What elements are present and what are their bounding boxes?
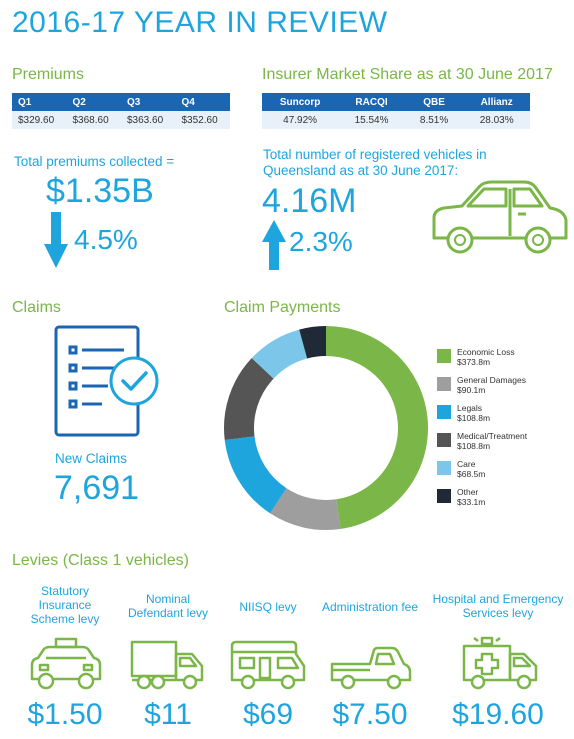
legend-swatch: [437, 433, 451, 447]
legend-value: $108.8m: [457, 413, 491, 423]
market-share-value: 28.03%: [463, 111, 530, 129]
donut-slice-medical-treatment: [224, 358, 274, 440]
vehicles-label: Total number of registered vehicles in Q…: [263, 147, 487, 178]
donut-slice-other: [299, 326, 326, 359]
legend-swatch: [437, 405, 451, 419]
levy-label: NIISQ levy: [239, 600, 297, 614]
legend-value: $108.8m: [457, 441, 491, 451]
ambulance-icon: [462, 636, 538, 690]
premium-value: $352.60: [175, 111, 230, 129]
market-share-heading: Insurer Market Share as at 30 June 2017: [262, 66, 553, 83]
market-share-value: 47.92%: [262, 111, 339, 129]
levy-amount: $7.50: [332, 698, 408, 731]
market-share-header-row: Suncorp RACQI QBE Allianz: [262, 93, 530, 111]
market-share-table: Suncorp RACQI QBE Allianz 47.92% 15.54% …: [262, 93, 530, 129]
insurer-header: RACQI: [338, 93, 405, 111]
claim-payments-donut: [224, 326, 429, 530]
levy-label: Administration fee: [321, 600, 419, 614]
legend-swatch: [437, 349, 451, 363]
quarter-header: Q2: [66, 93, 121, 111]
legend-swatch: [437, 461, 451, 475]
legend-swatch: [437, 377, 451, 391]
new-claims-value: 7,691: [54, 469, 140, 507]
premiums-change: 4.5%: [74, 224, 138, 255]
levy-amount: $1.50: [27, 698, 103, 731]
legend-label: Economic Loss: [457, 347, 515, 357]
levy-label: Statutory Insurance Scheme levy: [30, 584, 100, 626]
checklist-icon: [54, 325, 159, 437]
new-claims-label: New Claims: [55, 451, 128, 466]
total-premiums-value: $1.35B: [46, 172, 154, 210]
arrow-up-icon: [262, 220, 286, 270]
donut-slice-economic-loss: [326, 326, 429, 529]
quarter-header: Q3: [121, 93, 176, 111]
total-premiums-label: Total premiums collected =: [14, 154, 175, 169]
legend-label: Other: [457, 487, 479, 497]
page-title: 2016-17 YEAR IN REVIEW: [12, 6, 388, 39]
vehicles-change: 2.3%: [289, 226, 353, 257]
insurer-header: Allianz: [463, 93, 530, 111]
donut-slice-general-damages: [270, 488, 341, 530]
truck-icon: [130, 640, 204, 690]
insurer-header: Suncorp: [262, 93, 339, 111]
levy-amount: $19.60: [452, 698, 544, 731]
levies-heading: Levies (Class 1 vehicles): [12, 552, 189, 569]
premiums-value-row: $329.60 $368.60 $363.60 $352.60: [12, 111, 230, 129]
insurer-header: QBE: [404, 93, 464, 111]
legend-swatch: [437, 489, 451, 503]
premiums-header-row: Q1 Q2 Q3 Q4: [12, 93, 230, 111]
vehicles-value: 4.16M: [262, 182, 357, 220]
legend-value: $90.1m: [457, 385, 486, 395]
legend-value: $373.8m: [457, 357, 491, 367]
legend-label: Care: [457, 459, 476, 469]
car-icon: [432, 180, 568, 254]
arrow-down-icon: [44, 212, 68, 268]
premiums-table: Q1 Q2 Q3 Q4 $329.60 $368.60 $363.60 $352…: [12, 93, 230, 129]
premiums-heading: Premiums: [12, 66, 85, 83]
claims-heading: Claims: [12, 299, 61, 316]
premium-value: $368.60: [66, 111, 121, 129]
quarter-header: Q1: [12, 93, 67, 111]
levy-label: Hospital and Emergency Services levy: [432, 592, 564, 620]
levy-label: Nominal Defendant levy: [127, 592, 209, 620]
premium-value: $329.60: [12, 111, 67, 129]
legend-value: $68.5m: [457, 469, 486, 479]
chart-title: Claim Payments: [224, 299, 341, 316]
legend-label: Medical/Treatment: [457, 431, 528, 441]
premium-value: $363.60: [121, 111, 176, 129]
legend-label: Legals: [457, 403, 483, 413]
legend-label: General Damages: [457, 375, 526, 385]
donut-slice-care: [251, 329, 308, 379]
legend-value: $33.1m: [457, 497, 486, 507]
market-share-value-row: 47.92% 15.54% 8.51% 28.03%: [262, 111, 530, 129]
market-share-value: 8.51%: [404, 111, 464, 129]
ute-icon: [330, 646, 412, 690]
taxi-icon: [30, 637, 102, 690]
campervan-icon: [230, 640, 306, 690]
levy-amount: $11: [144, 698, 192, 731]
quarter-header: Q4: [175, 93, 230, 111]
levy-amount: $69: [242, 698, 294, 731]
donut-slice-legals: [224, 436, 287, 514]
market-share-value: 15.54%: [338, 111, 405, 129]
